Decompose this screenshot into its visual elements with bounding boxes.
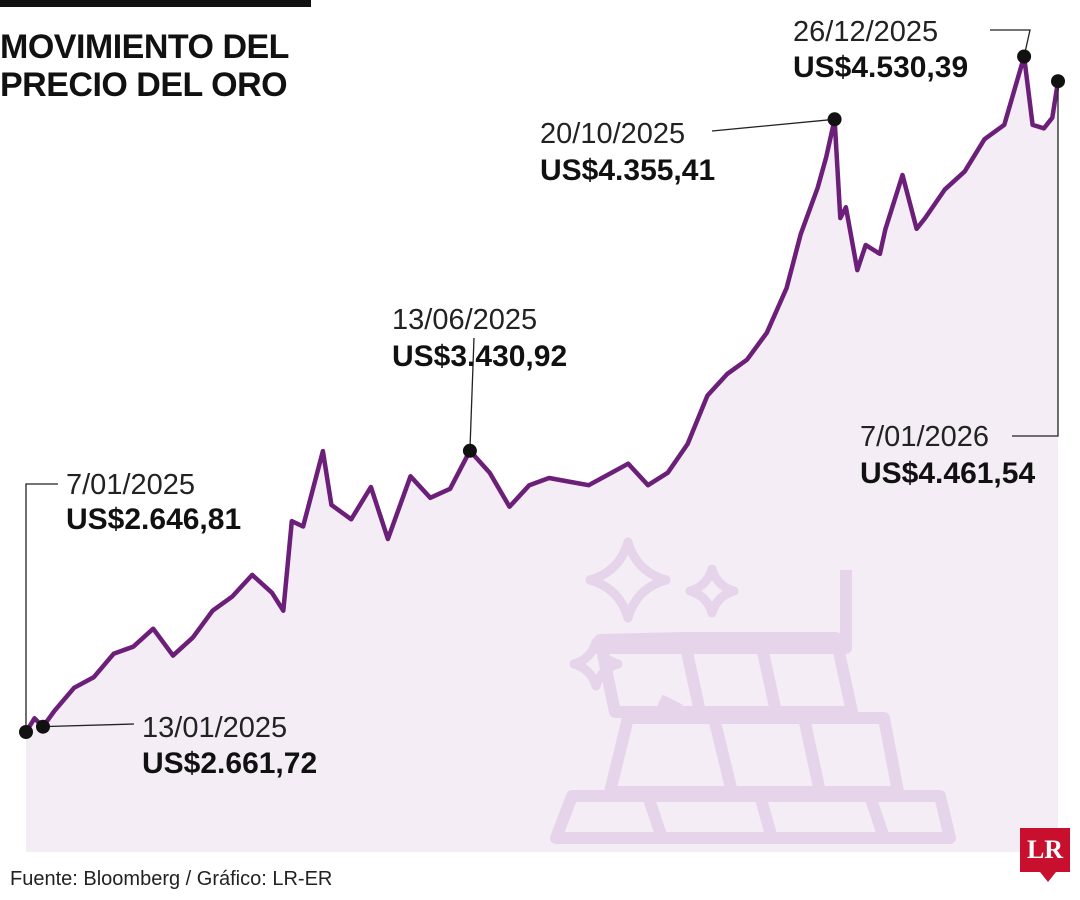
leader-line-end (1012, 81, 1059, 437)
annotation-date-oct20: 20/10/2025 (540, 118, 685, 150)
annotation-date-start: 7/01/2025 (66, 469, 195, 501)
marker-start (19, 725, 33, 739)
source-note: Fuente: Bloomberg / Gráfico: LR-ER (10, 868, 333, 890)
annotation-price-dec26: US$4.530,39 (793, 51, 968, 84)
chart-title: MOVIMIENTO DEL PRECIO DEL ORO (0, 28, 289, 104)
marker-jan13 (36, 719, 50, 734)
marker-jun13 (462, 443, 477, 458)
title-bar (0, 0, 311, 7)
annotation-date-jan13: 13/01/2025 (142, 712, 287, 744)
annotation-date-dec26: 26/12/2025 (793, 16, 938, 48)
annotation-price-end: US$4.461,54 (860, 457, 1035, 490)
annotation-price-jan13: US$2.661,72 (142, 747, 317, 780)
marker-dec26 (1017, 49, 1032, 64)
lr-logo: LR (1020, 828, 1070, 882)
leader-line-dec26 (990, 29, 1031, 57)
annotation-date-jun13: 13/06/2025 (392, 304, 537, 336)
chart-title-line-2: PRECIO DEL ORO (0, 66, 288, 104)
marker-oct20 (827, 112, 842, 127)
annotation-price-oct20: US$4.355,41 (540, 154, 715, 187)
lr-logo-tail (1040, 872, 1056, 882)
price-line (24, 54, 1061, 734)
leader-line-start (25, 483, 58, 732)
marker-end (1051, 74, 1065, 89)
annotation-date-end: 7/01/2026 (860, 421, 989, 453)
chart-title-line-1: MOVIMIENTO DEL (0, 28, 289, 66)
leader-line-jan13 (42, 723, 135, 728)
annotation-price-jun13: US$3.430,92 (392, 340, 567, 373)
lr-logo-box (1020, 828, 1070, 872)
annotation-price-start: US$2.646,81 (66, 503, 241, 536)
price-area (26, 56, 1058, 852)
leader-line-jun13 (469, 337, 475, 451)
lr-logo-text: LR (1026, 835, 1064, 864)
leader-line-oct20 (711, 118, 835, 132)
